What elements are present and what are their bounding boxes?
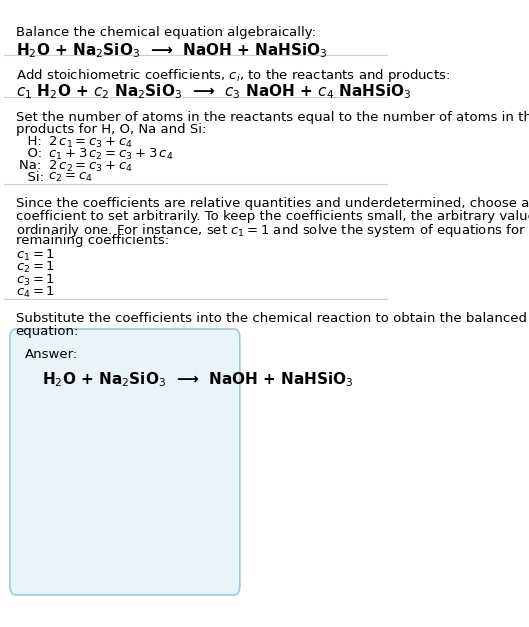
Text: H$_2$O + Na$_2$SiO$_3$  ⟶  NaOH + NaHSiO$_3$: H$_2$O + Na$_2$SiO$_3$ ⟶ NaOH + NaHSiO$_…: [42, 371, 354, 389]
Text: $c_2 = 1$: $c_2 = 1$: [16, 260, 54, 275]
Text: H$_2$O + Na$_2$SiO$_3$  ⟶  NaOH + NaHSiO$_3$: H$_2$O + Na$_2$SiO$_3$ ⟶ NaOH + NaHSiO$_…: [16, 41, 327, 60]
Text: $c_4 = 1$: $c_4 = 1$: [16, 285, 54, 300]
Text: $2\,c_1 = c_3 + c_4$: $2\,c_1 = c_3 + c_4$: [44, 135, 133, 150]
Text: Answer:: Answer:: [25, 348, 78, 361]
Text: $2\,c_2 = c_3 + c_4$: $2\,c_2 = c_3 + c_4$: [44, 159, 133, 174]
Text: Set the number of atoms in the reactants equal to the number of atoms in the: Set the number of atoms in the reactants…: [16, 110, 529, 124]
Text: Na:: Na:: [20, 159, 46, 172]
Text: $c_2 = c_4$: $c_2 = c_4$: [44, 171, 93, 184]
Text: coefficient to set arbitrarily. To keep the coefficients small, the arbitrary va: coefficient to set arbitrarily. To keep …: [16, 209, 529, 223]
Text: Balance the chemical equation algebraically:: Balance the chemical equation algebraica…: [16, 26, 316, 39]
Text: remaining coefficients:: remaining coefficients:: [16, 234, 169, 247]
Text: $c_1 + 3\,c_2 = c_3 + 3\,c_4$: $c_1 + 3\,c_2 = c_3 + 3\,c_4$: [44, 147, 174, 162]
Text: ordinarily one. For instance, set $c_1 = 1$ and solve the system of equations fo: ordinarily one. For instance, set $c_1 =…: [16, 222, 529, 239]
Text: H:: H:: [20, 135, 47, 149]
FancyBboxPatch shape: [10, 329, 240, 595]
Text: Substitute the coefficients into the chemical reaction to obtain the balanced: Substitute the coefficients into the che…: [16, 312, 527, 325]
Text: Add stoichiometric coefficients, $c_i$, to the reactants and products:: Add stoichiometric coefficients, $c_i$, …: [16, 67, 450, 84]
Text: $c_3 = 1$: $c_3 = 1$: [16, 273, 54, 288]
Text: Si:: Si:: [20, 171, 49, 184]
Text: $c_1 = 1$: $c_1 = 1$: [16, 248, 54, 263]
Text: O:: O:: [20, 147, 47, 160]
Text: products for H, O, Na and Si:: products for H, O, Na and Si:: [16, 123, 206, 136]
Text: Since the coefficients are relative quantities and underdetermined, choose a: Since the coefficients are relative quan…: [16, 197, 529, 210]
Text: $c_1$ H$_2$O + $c_2$ Na$_2$SiO$_3$  ⟶  $c_3$ NaOH + $c_4$ NaHSiO$_3$: $c_1$ H$_2$O + $c_2$ Na$_2$SiO$_3$ ⟶ $c_…: [16, 83, 411, 102]
Text: equation:: equation:: [16, 325, 79, 337]
